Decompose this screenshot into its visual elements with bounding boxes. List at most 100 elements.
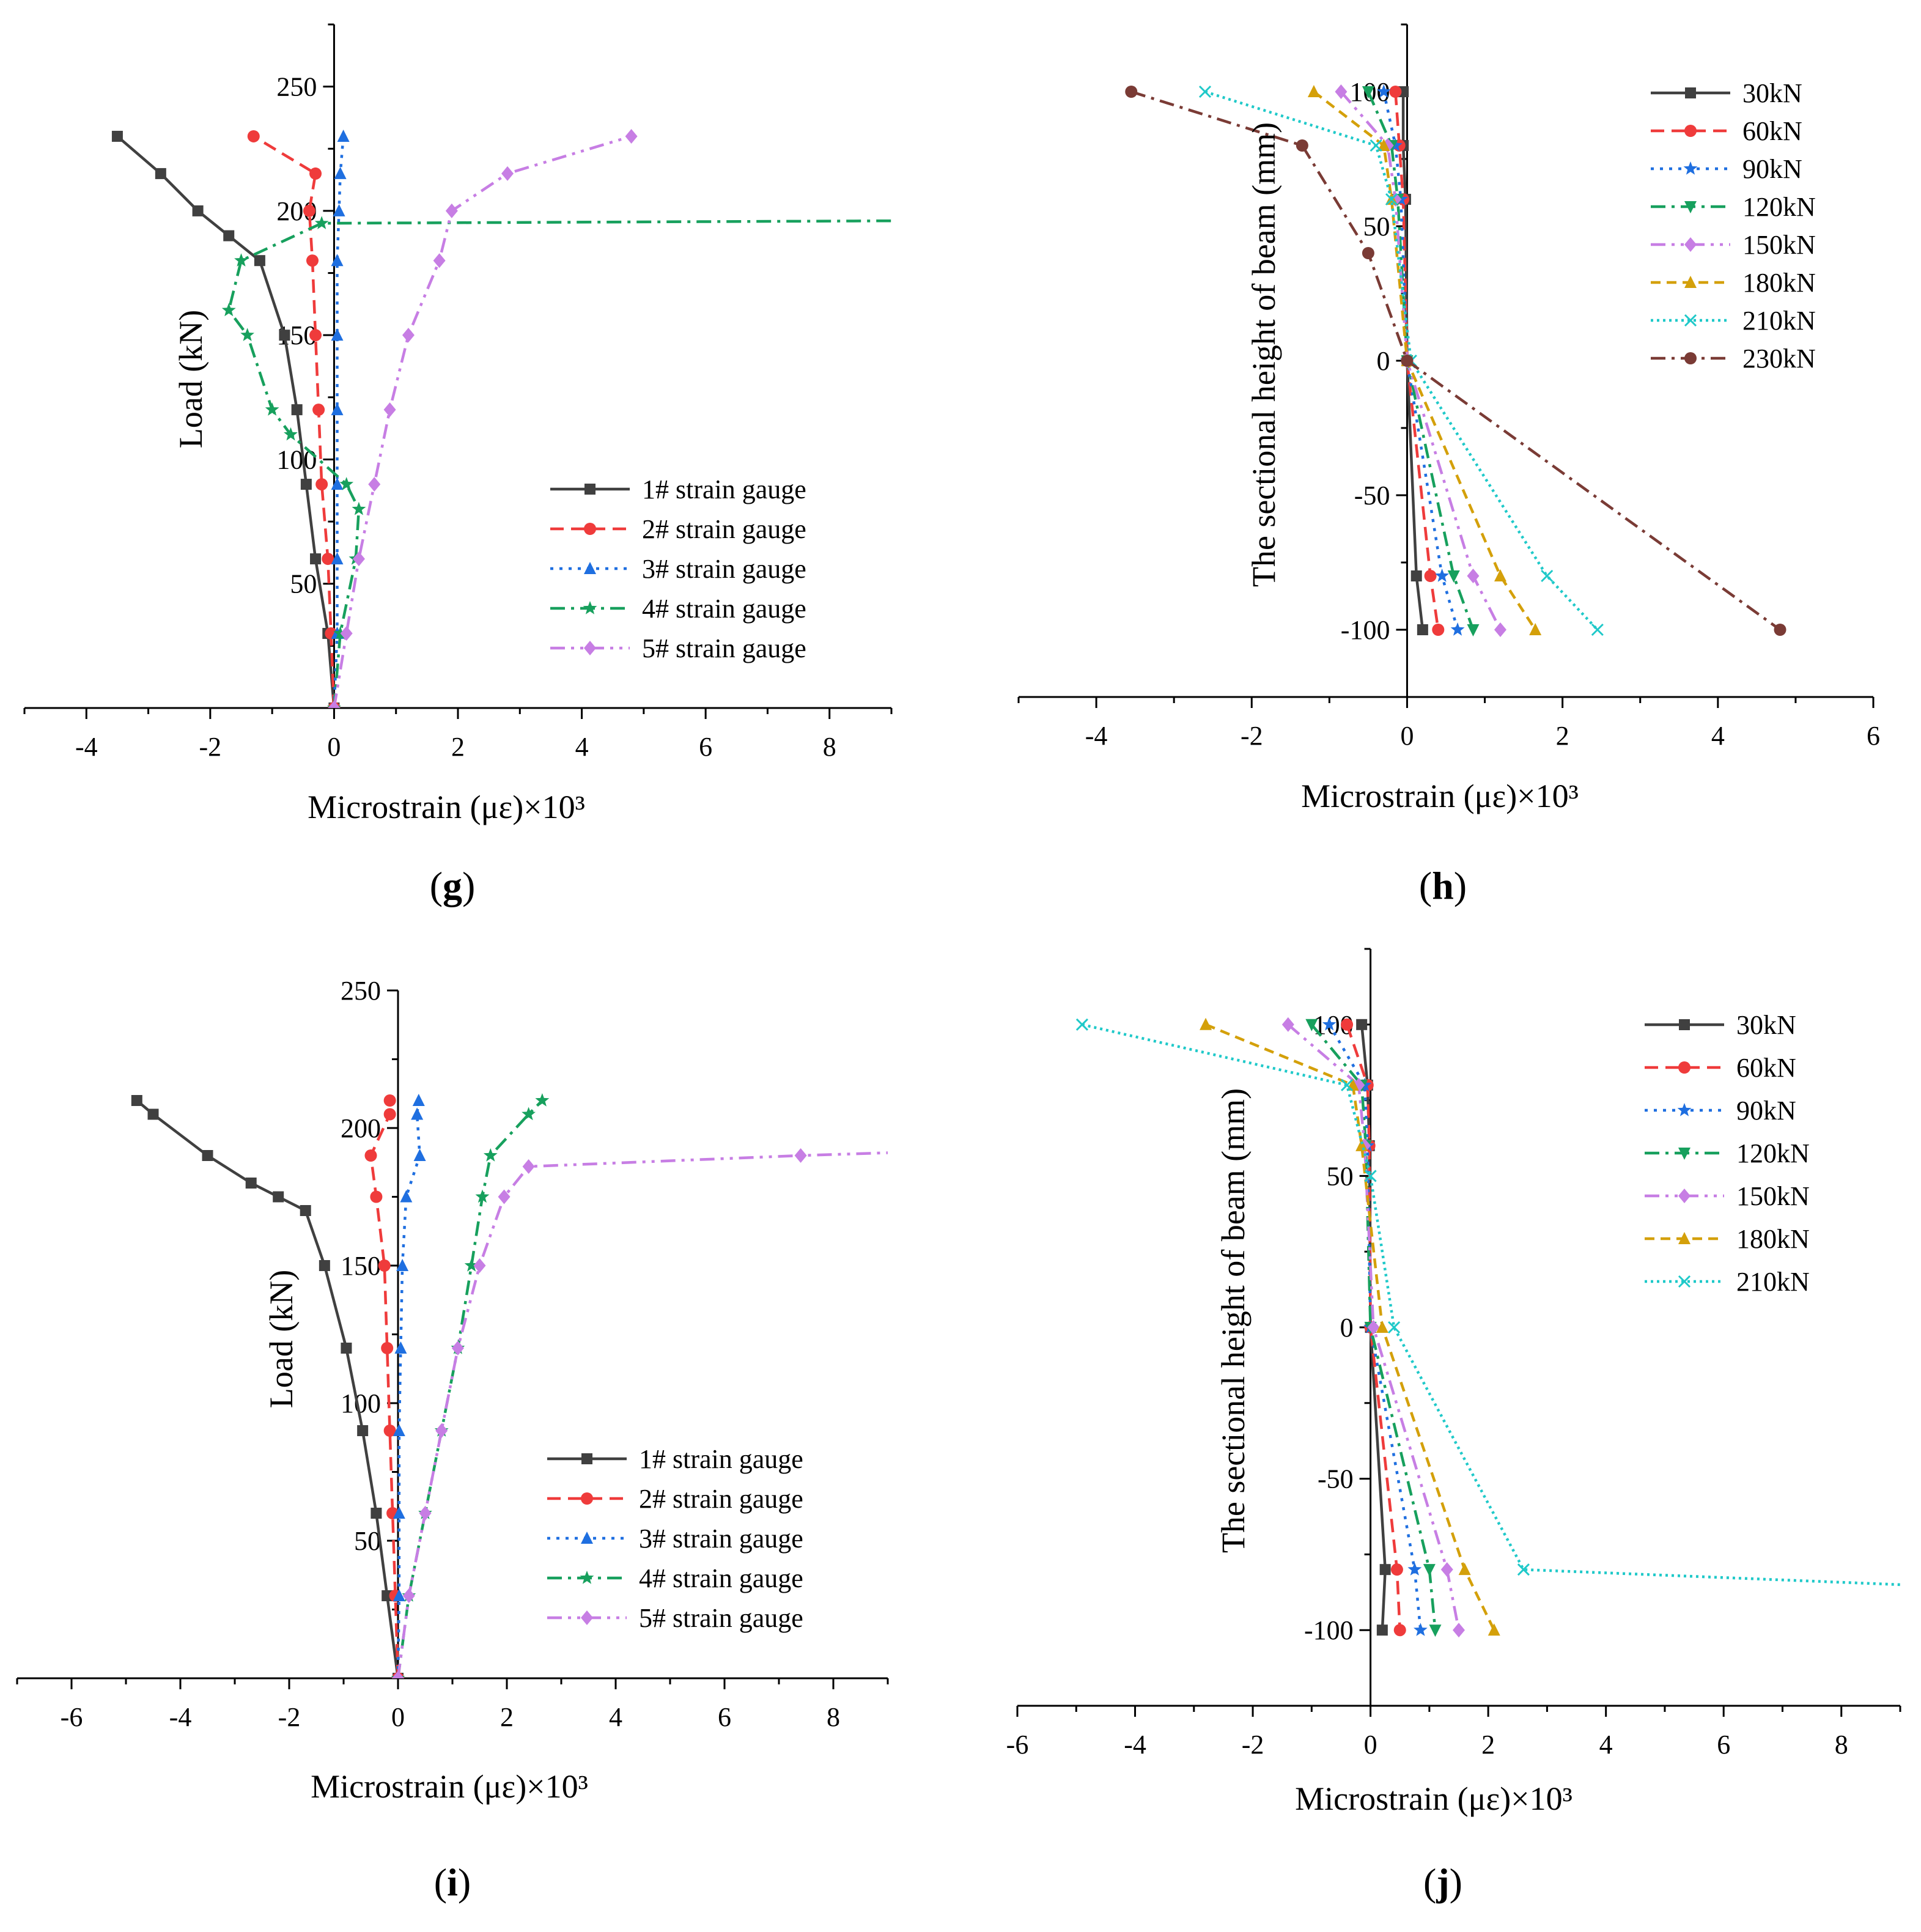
data-point-g-0-2 xyxy=(310,553,322,565)
series-line-i-4 xyxy=(396,1151,888,1678)
data-point-g-0-8 xyxy=(192,205,204,216)
legend-marker-i-2 xyxy=(581,1532,593,1544)
data-point-g-3-3 xyxy=(352,501,366,515)
y-tick-label-h: -50 xyxy=(1354,481,1390,511)
legend-label-g-2: 3# strain gauge xyxy=(642,554,806,584)
x-tick-label-j: -4 xyxy=(1124,1730,1146,1760)
data-point-g-1-5 xyxy=(309,329,322,342)
legend-marker-h-3 xyxy=(1684,201,1697,213)
legend-entry-g-3: 4# strain gauge xyxy=(550,594,806,624)
data-point-i-4-4 xyxy=(451,1341,464,1355)
legend-label-i-2: 3# strain gauge xyxy=(639,1524,803,1554)
data-point-i-4-8 xyxy=(794,1148,807,1163)
y-tick-label-i: 200 xyxy=(341,1113,381,1143)
data-point-h-7-2 xyxy=(1362,247,1374,259)
legend-label-i-0: 1# strain gauge xyxy=(639,1444,803,1474)
data-point-j-6-1 xyxy=(1341,1078,1354,1091)
data-point-g-1-3 xyxy=(315,478,328,491)
x-tick-label-g: 0 xyxy=(327,732,341,762)
data-point-g-3-10 xyxy=(314,216,329,229)
data-point-g-4-5 xyxy=(402,328,415,343)
data-point-g-0-4 xyxy=(291,404,303,416)
y-axis-title-j: The sectional height of beam (mm) xyxy=(1215,1088,1252,1553)
data-point-g-0-7 xyxy=(223,230,235,242)
data-point-h-5-0 xyxy=(1307,85,1320,97)
legend-entry-g-0: 1# strain gauge xyxy=(550,474,806,504)
data-point-g-4-6 xyxy=(433,253,446,268)
data-point-i-2-7 xyxy=(413,1149,426,1161)
legend-marker-i-1 xyxy=(581,1492,593,1505)
data-point-h-1-4 xyxy=(1424,570,1437,582)
data-point-i-3-9 xyxy=(535,1093,550,1107)
x-tick-label-h: 0 xyxy=(1400,721,1414,751)
legend-marker-g-1 xyxy=(584,523,596,535)
x-tick-label-i: -4 xyxy=(169,1702,192,1732)
data-point-g-4-7 xyxy=(445,203,458,218)
data-point-g-1-4 xyxy=(312,404,325,416)
data-point-g-3-4 xyxy=(339,477,354,490)
series-line-g-3 xyxy=(227,219,892,708)
data-point-j-2-0 xyxy=(1322,1017,1337,1031)
legend-entry-g-4: 5# strain gauge xyxy=(550,633,806,663)
data-point-h-5-1 xyxy=(1377,139,1390,151)
data-point-h-6-1 xyxy=(1370,139,1382,152)
legend-label-j-4: 150kN xyxy=(1736,1181,1810,1211)
data-point-j-3-0 xyxy=(1305,1019,1318,1031)
data-point-i-0-6 xyxy=(300,1205,311,1216)
x-tick-label-i: 0 xyxy=(391,1702,405,1732)
data-point-i-4-1 xyxy=(402,1588,415,1603)
data-point-h-7-4 xyxy=(1774,624,1786,636)
legend-entry-j-3: 120kN xyxy=(1645,1138,1810,1168)
data-point-h-5-4 xyxy=(1494,569,1506,581)
legend-entry-h-5: 180kN xyxy=(1651,268,1816,298)
legend-entry-h-4: 150kN xyxy=(1651,230,1816,260)
data-point-i-4-3 xyxy=(435,1423,448,1438)
data-point-h-6-4 xyxy=(1541,569,1554,583)
legend-marker-j-5 xyxy=(1678,1232,1691,1244)
data-point-g-2-5 xyxy=(331,328,344,341)
data-point-j-6-0 xyxy=(1075,1018,1088,1031)
data-point-j-5-2 xyxy=(1355,1138,1368,1151)
panel-label-h: (h) xyxy=(1419,864,1467,907)
data-point-g-2-4 xyxy=(331,403,344,416)
series-line-h-4 xyxy=(1340,90,1502,631)
panel-label-j: (j) xyxy=(1423,1860,1462,1904)
panel-label-g: (g) xyxy=(430,864,476,907)
legend-marker-j-4 xyxy=(1678,1189,1691,1203)
data-point-g-4-8 xyxy=(501,166,514,181)
data-point-j-6-2 xyxy=(1364,1170,1377,1182)
legend-entry-j-6: 210kN xyxy=(1645,1267,1810,1297)
data-point-j-3-5 xyxy=(1429,1624,1442,1637)
data-point-h-0-5 xyxy=(1417,624,1428,635)
data-point-g-4-1 xyxy=(340,626,353,641)
chart-panel-i: -6 -4 -2 0 2 4 6 8 50 100 150 200 250 1# strain gauge… xyxy=(16,976,889,1904)
legend-entry-h-1: 60kN xyxy=(1651,116,1802,146)
series-i-1 xyxy=(364,1094,404,1678)
legend-entry-h-2: 90kN xyxy=(1651,154,1802,184)
series-line-j-4 xyxy=(1287,1023,1461,1631)
series-line-i-1 xyxy=(369,1101,400,1678)
legend-label-j-6: 210kN xyxy=(1736,1267,1810,1297)
legend-marker-j-1 xyxy=(1678,1061,1691,1074)
y-tick-label-i: 150 xyxy=(341,1251,381,1281)
data-point-g-2-6 xyxy=(331,254,344,267)
legend-label-i-3: 4# strain gauge xyxy=(639,1563,803,1593)
data-point-h-5-5 xyxy=(1529,623,1542,635)
data-point-g-4-2 xyxy=(352,551,365,567)
x-tick-label-h: -4 xyxy=(1085,721,1108,751)
legend-marker-h-5 xyxy=(1684,276,1697,288)
data-point-j-1-4 xyxy=(1390,1563,1403,1576)
data-point-i-4-0 xyxy=(392,1671,404,1678)
x-tick-label-g: 2 xyxy=(451,732,465,762)
series-h-7 xyxy=(1125,86,1786,636)
legend-marker-g-4 xyxy=(584,641,596,655)
data-point-i-0-7 xyxy=(273,1191,284,1203)
data-point-g-2-3 xyxy=(331,477,344,490)
series-line-j-5 xyxy=(1205,1023,1495,1631)
data-point-g-1-6 xyxy=(306,254,319,267)
data-point-g-4-9 xyxy=(625,128,638,144)
x-tick-label-g: -4 xyxy=(75,732,98,762)
data-point-h-6-2 xyxy=(1385,193,1398,206)
